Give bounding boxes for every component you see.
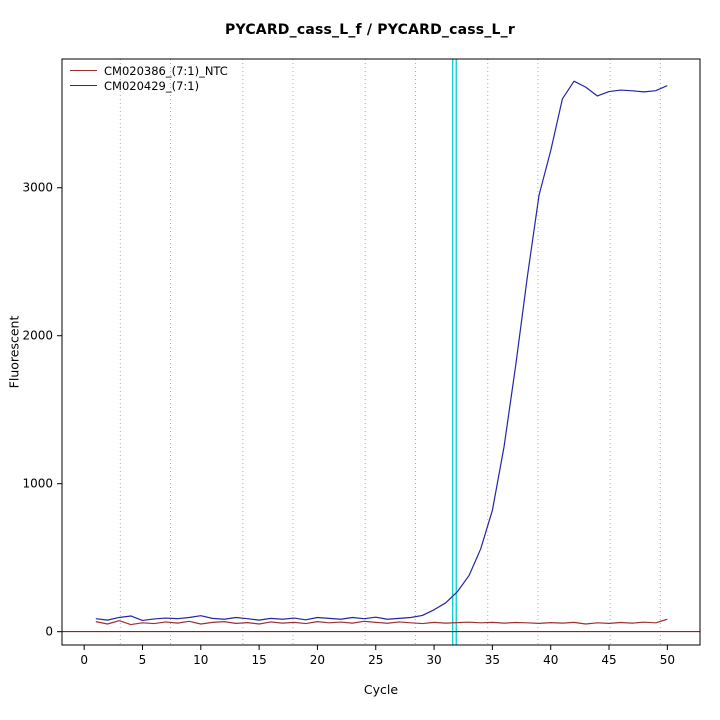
svg-text:2000: 2000: [22, 329, 53, 343]
legend-line-sample-icon: [70, 85, 97, 86]
legend-label-sample: CM020429_(7:1): [104, 78, 200, 93]
plot-title: PYCARD_cass_L_f / PYCARD_cass_L_r: [225, 22, 515, 38]
legend-item-sample: CM020429_(7:1): [70, 78, 228, 93]
svg-text:3000: 3000: [22, 181, 53, 195]
svg-text:10: 10: [193, 653, 208, 667]
x-axis-label: Cycle: [363, 682, 399, 697]
svg-text:40: 40: [543, 653, 558, 667]
svg-text:0: 0: [45, 625, 53, 639]
svg-text:1000: 1000: [22, 477, 53, 491]
svg-text:25: 25: [368, 653, 383, 667]
svg-text:45: 45: [601, 653, 616, 667]
legend: CM020386_(7:1)_NTC CM020429_(7:1): [70, 63, 228, 93]
svg-text:50: 50: [660, 653, 675, 667]
svg-text:20: 20: [310, 653, 325, 667]
svg-text:0: 0: [80, 653, 88, 667]
svg-text:35: 35: [485, 653, 500, 667]
svg-text:30: 30: [426, 653, 441, 667]
svg-text:5: 5: [139, 653, 147, 667]
legend-label-ntc: CM020386_(7:1)_NTC: [104, 63, 228, 78]
svg-text:15: 15: [251, 653, 266, 667]
legend-line-sample-ntc-icon: [70, 70, 97, 71]
legend-item-ntc: CM020386_(7:1)_NTC: [70, 63, 228, 78]
